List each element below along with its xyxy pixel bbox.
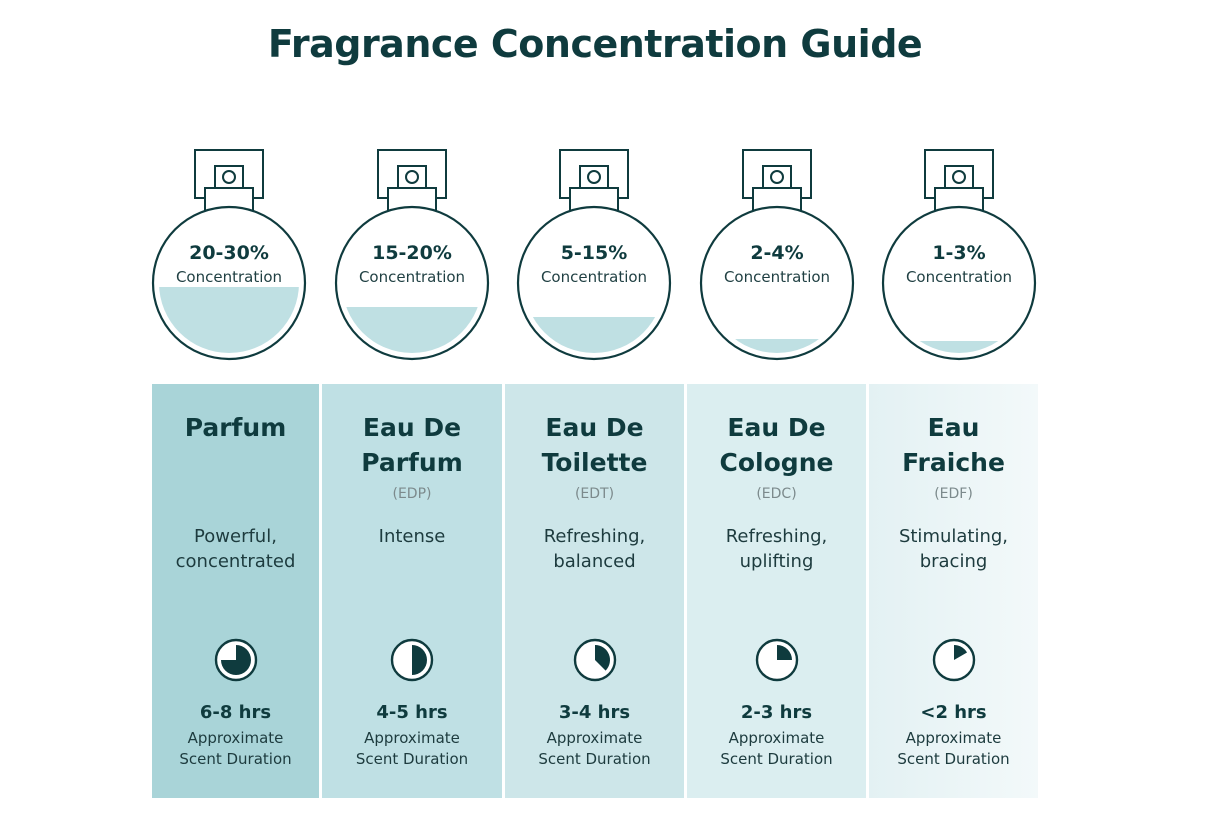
duration: 6-8 hrs	[199, 702, 272, 723]
bottle-row: 20-30% Concentration 15-20% Concentratio…	[0, 0, 1206, 380]
duration-label-line1: Approximate	[187, 729, 284, 747]
duration-label: Approximate Scent Duration	[869, 728, 1038, 770]
concentration-label: Concentration	[175, 268, 283, 286]
perfume-bottle-icon	[881, 149, 1037, 361]
concentration-label: Concentration	[540, 268, 648, 286]
column-eau-de-parfum: Eau De Parfum (EDP) Intense 4-5 hrs Appr…	[322, 384, 502, 798]
perfume-bottle-icon	[516, 149, 672, 361]
bottle-eau-de-toilette: 5-15% Concentration	[514, 148, 674, 363]
column-eau-de-toilette: Eau De Toilette (EDT) Refreshing, balanc…	[505, 384, 684, 798]
duration-label: Approximate Scent Duration	[687, 728, 866, 770]
duration-label-line2: Scent Duration	[720, 750, 833, 768]
fragrance-name: Eau De Parfum	[361, 413, 463, 477]
bottle-parfum: 20-30% Concentration	[149, 148, 309, 363]
duration-label-line2: Scent Duration	[897, 750, 1010, 768]
perfume-bottle-icon	[699, 149, 855, 361]
clock-icon	[214, 638, 257, 682]
clock-icon	[573, 638, 616, 682]
concentration-percent: 15-20%	[372, 242, 452, 264]
clock-wedge	[594, 645, 610, 671]
fragrance-name: Parfum	[184, 413, 287, 442]
duration-label-line1: Approximate	[546, 729, 643, 747]
column-eau-fraiche: Eau Fraiche (EDF) Stimulating, bracing <…	[869, 384, 1038, 798]
duration-label-line2: Scent Duration	[179, 750, 292, 768]
fragrance-name: Eau De Cologne	[719, 413, 834, 477]
duration-label-line2: Scent Duration	[355, 750, 469, 768]
fragrance-abbr: (EDC)	[756, 486, 797, 502]
column-eau-de-cologne: Eau De Cologne (EDC) Refreshing, uplifti…	[687, 384, 866, 798]
fragrance-name: Eau De Toilette	[541, 413, 648, 477]
concentration-percent: 1-3%	[932, 242, 986, 264]
bottle-eau-de-cologne: 2-4% Concentration	[697, 148, 857, 363]
duration: <2 hrs	[920, 702, 987, 723]
concentration-label: Concentration	[723, 268, 831, 286]
liquid-fill	[159, 287, 299, 353]
perfume-bottle-icon	[151, 149, 307, 361]
duration: 4-5 hrs	[376, 702, 448, 723]
clock-icon	[390, 638, 434, 682]
fragrance-description: Refreshing, uplifting	[725, 526, 828, 572]
perfume-bottle-icon	[334, 149, 490, 361]
clock-wedge	[220, 645, 251, 675]
fragrance-description: Intense	[378, 526, 446, 547]
bottle-eau-de-parfum: 15-20% Concentration	[332, 148, 492, 363]
duration-label: Approximate Scent Duration	[505, 728, 684, 770]
column-parfum: Parfum Powerful, concentrated 6-8 hrs Ap…	[152, 384, 319, 798]
concentration-percent: 2-4%	[750, 242, 804, 264]
fragrance-description: Refreshing, balanced	[543, 526, 646, 572]
bottle-eau-fraiche: 1-3% Concentration	[879, 148, 1039, 363]
concentration-percent: 5-15%	[560, 242, 628, 264]
duration: 2-3 hrs	[740, 702, 813, 723]
concentration-label: Concentration	[905, 268, 1013, 286]
fragrance-description: Powerful, concentrated	[175, 526, 296, 572]
fragrance-name: Eau Fraiche	[902, 413, 1005, 477]
fragrance-abbr: (EDT)	[574, 486, 615, 502]
duration-label: Approximate Scent Duration	[152, 728, 319, 770]
page-title: Fragrance Concentration Guide	[267, 22, 923, 66]
clock-wedge	[776, 645, 792, 660]
clock-icon	[932, 638, 975, 682]
concentration-percent: 20-30%	[189, 242, 269, 264]
duration-label: Approximate Scent Duration	[322, 728, 502, 770]
duration-label-line1: Approximate	[364, 729, 460, 747]
comparison-table: Parfum Powerful, concentrated 6-8 hrs Ap…	[152, 384, 1038, 798]
fragrance-description: Stimulating, bracing	[898, 526, 1009, 572]
duration-label-line1: Approximate	[905, 729, 1002, 747]
fragrance-abbr: (EDF)	[934, 486, 973, 502]
clock-wedge	[412, 645, 427, 675]
duration-label-line1: Approximate	[728, 729, 825, 747]
clock-icon	[755, 638, 798, 682]
concentration-label: Concentration	[358, 268, 466, 286]
duration: 3-4 hrs	[558, 702, 631, 723]
fragrance-abbr: (EDP)	[392, 486, 432, 502]
duration-label-line2: Scent Duration	[538, 750, 651, 768]
clock-wedge	[953, 645, 967, 660]
